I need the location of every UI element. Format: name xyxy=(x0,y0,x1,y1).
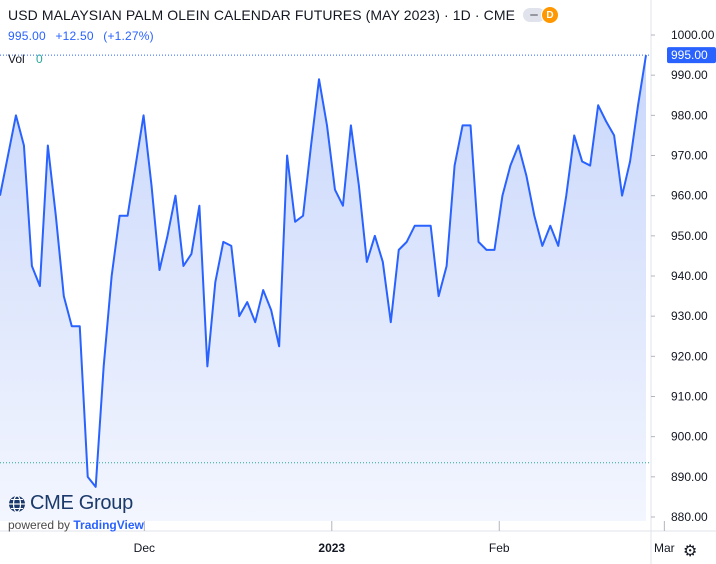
volume-row: Vol 0 xyxy=(8,52,559,66)
x-tick-label: Dec xyxy=(134,541,155,555)
y-tick-label: 880.00 xyxy=(671,510,708,524)
x-tick-label: Mar xyxy=(654,541,675,555)
globe-icon xyxy=(9,494,25,513)
volume-label: Vol xyxy=(8,52,25,66)
tradingview-link[interactable]: TradingView xyxy=(73,518,144,532)
branding[interactable]: CME Group powered by TradingView xyxy=(8,492,144,532)
y-tick-label: 1000.00 xyxy=(671,28,715,42)
gear-icon[interactable]: ⚙ xyxy=(683,543,698,560)
price-change: +12.50 xyxy=(55,29,94,43)
quote-row: 995.00 +12.50 (+1.27%) xyxy=(8,29,559,43)
area-fill xyxy=(0,55,646,521)
powered-by[interactable]: powered by TradingView xyxy=(8,518,144,532)
x-tick-label: 2023 xyxy=(318,541,345,555)
y-tick-label: 980.00 xyxy=(671,108,708,122)
y-tick-label: 970.00 xyxy=(671,149,708,163)
y-tick-label: 930.00 xyxy=(671,309,708,323)
y-tick-label: 910.00 xyxy=(671,389,708,403)
y-tick-label: 920.00 xyxy=(671,349,708,363)
chart-header: USD MALAYSIAN PALM OLEIN CALENDAR FUTURE… xyxy=(8,6,560,66)
cme-group-logo[interactable]: CME Group xyxy=(8,492,144,515)
y-tick-label: 900.00 xyxy=(671,430,708,444)
last-price-label: 995.00 xyxy=(671,48,708,62)
volume-value: 0 xyxy=(36,52,43,66)
y-tick-label: 890.00 xyxy=(671,470,708,484)
price-change-percent: (+1.27%) xyxy=(103,29,154,43)
y-tick-label: 960.00 xyxy=(671,189,708,203)
cme-logo-text: CME Group xyxy=(30,492,133,514)
x-tick-label: Feb xyxy=(489,541,510,555)
y-tick-label: 940.00 xyxy=(671,269,708,283)
last-price-label-box xyxy=(667,47,716,64)
price-series-line[interactable] xyxy=(0,54,647,488)
last-price: 995.00 xyxy=(8,29,46,43)
symbol-title[interactable]: USD MALAYSIAN PALM OLEIN CALENDAR FUTURE… xyxy=(8,7,516,23)
powered-by-text: powered by xyxy=(8,518,71,532)
y-tick-label: 950.00 xyxy=(671,229,708,243)
collapse-toggle-icon[interactable] xyxy=(523,8,546,22)
delayed-data-badge[interactable]: D xyxy=(541,6,560,24)
y-tick-label: 990.00 xyxy=(671,68,708,82)
